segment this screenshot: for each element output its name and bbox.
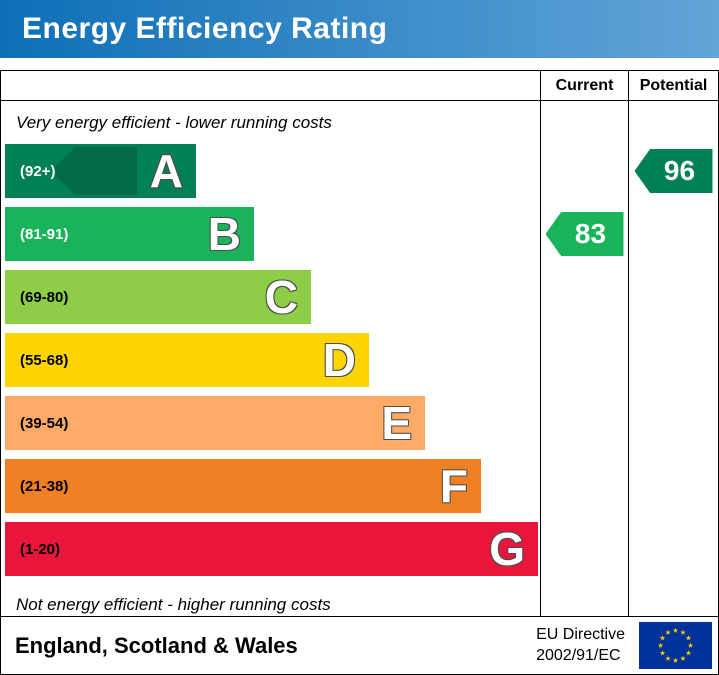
band-bar-g: (1-20) G: [5, 522, 538, 576]
potential-rating-value: 96: [663, 155, 696, 186]
band-letter-d: D: [322, 334, 356, 386]
band-range-f: (21-38): [20, 477, 69, 495]
band-bar-a: (92+) A: [5, 144, 196, 198]
band-bar-e: (39-54) E: [5, 396, 425, 450]
eu-directive-line2: 2002/91/EC: [536, 646, 621, 664]
band-letter-b: B: [207, 208, 241, 260]
bottom-note: Not energy efficient - higher running co…: [16, 595, 331, 614]
band-range-c: (69-80): [20, 288, 69, 306]
eu-directive-line1: EU Directive: [536, 625, 625, 643]
chart-corner: [1, 71, 540, 101]
bands-area: Very energy efficient - lower running co…: [1, 101, 540, 616]
eu-directive-label: EU Directive 2002/91/EC: [536, 625, 625, 667]
title-banner: Energy Efficiency Rating: [0, 0, 719, 58]
band-range-d: (55-68): [20, 351, 69, 369]
band-letter-g: G: [489, 523, 525, 575]
current-rating-badge: 83: [545, 212, 624, 256]
band-range-b: (81-91): [20, 225, 69, 243]
band-letter-e: E: [381, 397, 412, 449]
potential-column-header: Potential: [628, 71, 718, 101]
current-column-header: Current: [540, 71, 628, 101]
band-range-g: (1-20): [20, 540, 61, 558]
rating-chart: Current Potential Very energy efficient …: [0, 70, 719, 617]
page-title: Energy Efficiency Rating: [22, 12, 388, 45]
footer: England, Scotland & Wales EU Directive 2…: [0, 616, 719, 675]
band-bar-f: (21-38) F: [5, 459, 481, 513]
band-range-e: (39-54): [20, 414, 69, 432]
current-column: 83: [540, 101, 628, 616]
band-bar-d: (55-68) D: [5, 333, 369, 387]
top-note: Very energy efficient - lower running co…: [16, 112, 332, 132]
footer-right: EU Directive 2002/91/EC: [536, 622, 718, 669]
band-range-a: (92+): [20, 162, 56, 180]
band-letter-c: C: [264, 271, 298, 323]
eu-flag-icon: [639, 622, 712, 669]
band-bar-c: (69-80) C: [5, 270, 311, 324]
region-label: England, Scotland & Wales: [15, 632, 298, 658]
dark-arrow-artifact: [51, 147, 137, 195]
band-bar-b: (81-91) B: [5, 207, 254, 261]
potential-rating-badge: 96: [634, 149, 713, 193]
band-letter-a: A: [149, 145, 183, 197]
band-letter-f: F: [439, 460, 468, 512]
current-rating-value: 83: [574, 218, 607, 249]
potential-column: 96: [628, 101, 718, 616]
